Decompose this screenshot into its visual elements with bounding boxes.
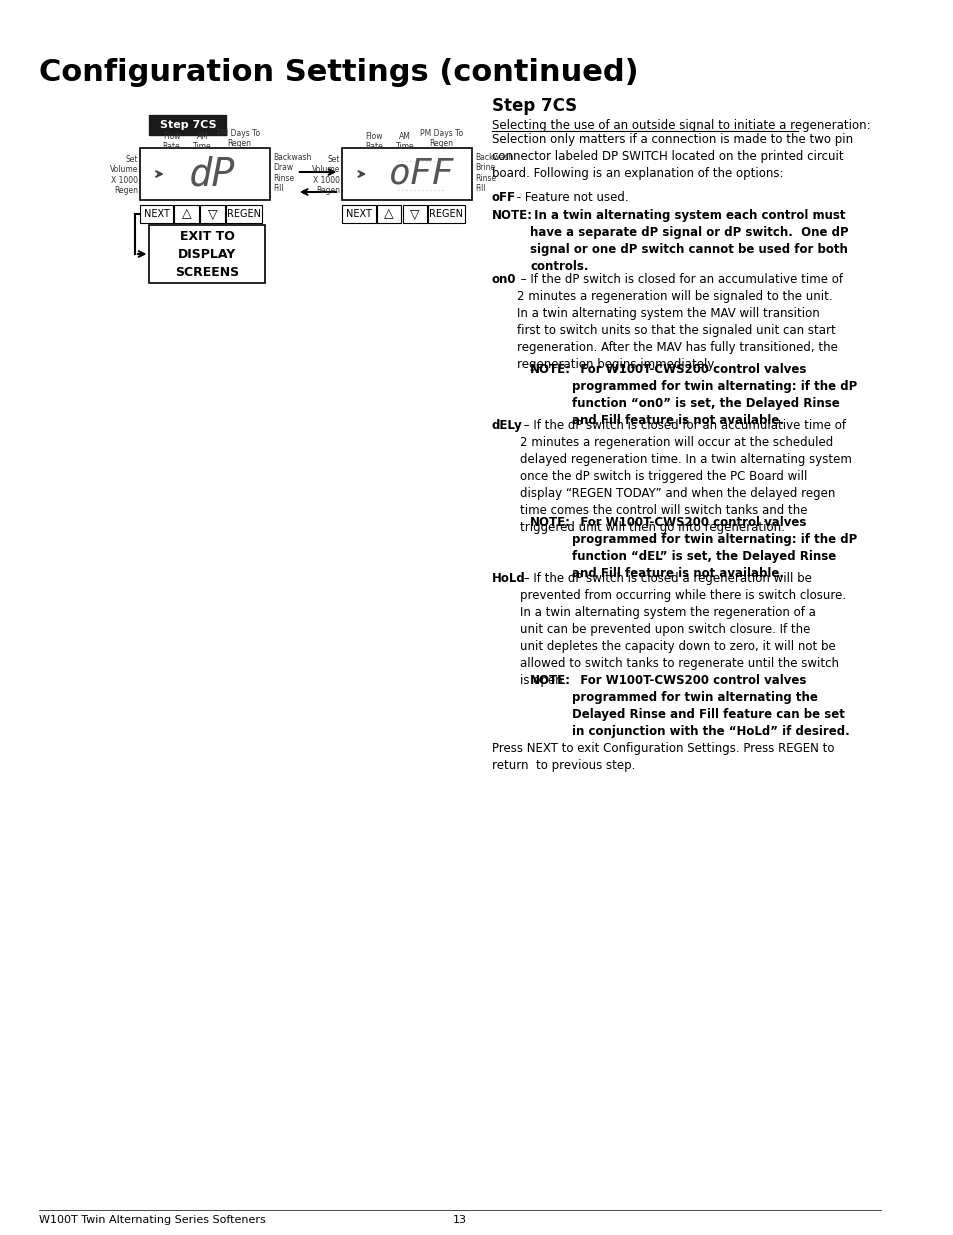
Text: HoLd: HoLd — [491, 572, 525, 585]
Text: – If the dP switch is closed a regeneration will be
prevented from occurring whi: – If the dP switch is closed a regenerat… — [520, 572, 845, 687]
FancyBboxPatch shape — [376, 205, 400, 224]
Text: oFF: oFF — [388, 157, 454, 191]
Text: dELy: dELy — [491, 419, 521, 432]
Text: PM Days To
Regen: PM Days To Regen — [419, 128, 462, 148]
Text: For W100T-CWS200 control valves
programmed for twin alternating: if the dP
funct: For W100T-CWS200 control valves programm… — [571, 363, 856, 427]
FancyBboxPatch shape — [225, 205, 262, 224]
Text: Flow
Rate: Flow Rate — [365, 132, 382, 152]
Text: Set
Volume
X 1000
Regen: Set Volume X 1000 Regen — [312, 156, 340, 195]
Text: - Feature not used.: - Feature not used. — [512, 191, 628, 204]
Text: NOTE:: NOTE: — [530, 516, 571, 529]
Text: Configuration Settings (continued): Configuration Settings (continued) — [38, 58, 638, 86]
Text: NEXT: NEXT — [346, 209, 372, 219]
Text: ▽: ▽ — [208, 207, 217, 221]
Text: , , , , , , , , , , , ,: , , , , , , , , , , , , — [397, 186, 444, 191]
FancyBboxPatch shape — [150, 225, 265, 283]
Text: NOTE:: NOTE: — [530, 363, 571, 375]
Text: , , , , , , , , , , , ,: , , , , , , , , , , , , — [397, 158, 444, 163]
Text: Set
Volume
X 1000
Regen: Set Volume X 1000 Regen — [110, 156, 137, 195]
FancyBboxPatch shape — [150, 115, 226, 135]
Text: Step 7CS: Step 7CS — [159, 120, 216, 130]
Text: Selection only matters if a connection is made to the two pin
connector labeled : Selection only matters if a connection i… — [491, 133, 852, 180]
FancyBboxPatch shape — [139, 205, 173, 224]
Text: oFF: oFF — [491, 191, 515, 204]
Text: dP: dP — [189, 156, 235, 193]
FancyBboxPatch shape — [139, 148, 270, 200]
Text: ▽: ▽ — [410, 207, 419, 221]
Text: AM
Time: AM Time — [395, 132, 414, 152]
Text: For W100T-CWS200 control valves
programmed for twin alternating: if the dP
funct: For W100T-CWS200 control valves programm… — [571, 516, 856, 580]
Text: △: △ — [384, 207, 394, 221]
Text: △: △ — [181, 207, 192, 221]
Text: EXIT TO
DISPLAY
SCREENS: EXIT TO DISPLAY SCREENS — [175, 230, 239, 279]
FancyBboxPatch shape — [342, 148, 472, 200]
Text: Backwash
Draw
Rinse
Fill: Backwash Draw Rinse Fill — [273, 153, 311, 193]
FancyBboxPatch shape — [402, 205, 427, 224]
Text: W100T Twin Alternating Series Softeners: W100T Twin Alternating Series Softeners — [38, 1215, 265, 1225]
Text: AM
Time: AM Time — [193, 132, 212, 152]
Text: 13: 13 — [453, 1215, 466, 1225]
Text: Flow
Rate: Flow Rate — [163, 132, 180, 152]
Text: NEXT: NEXT — [144, 209, 170, 219]
Text: – If the dP switch is closed for an accumulative time of
2 minutes a regeneratio: – If the dP switch is closed for an accu… — [517, 273, 841, 370]
Text: For W100T-CWS200 control valves
programmed for twin alternating the
Delayed Rins: For W100T-CWS200 control valves programm… — [571, 674, 848, 739]
Text: PM Days To
Regen: PM Days To Regen — [217, 128, 260, 148]
FancyBboxPatch shape — [200, 205, 224, 224]
Text: NOTE:: NOTE: — [530, 674, 571, 687]
FancyBboxPatch shape — [174, 205, 198, 224]
Text: REGEN: REGEN — [429, 209, 463, 219]
FancyBboxPatch shape — [428, 205, 464, 224]
FancyBboxPatch shape — [342, 205, 375, 224]
Text: REGEN: REGEN — [227, 209, 260, 219]
Text: Step 7CS: Step 7CS — [491, 98, 576, 115]
Text: Backwash
Brine
Rinse
Fill: Backwash Brine Rinse Fill — [475, 153, 513, 193]
Text: Selecting the use of an outside signal to initiate a regeneration:: Selecting the use of an outside signal t… — [491, 119, 869, 132]
Text: on0: on0 — [491, 273, 516, 287]
Text: NOTE:: NOTE: — [491, 209, 532, 222]
Text: In a twin alternating system each control must
have a separate dP signal or dP s: In a twin alternating system each contro… — [530, 209, 848, 273]
Text: – If the dP switch is closed for an accumulative time of
2 minutes a regeneratio: – If the dP switch is closed for an accu… — [520, 419, 851, 534]
Text: Press NEXT to exit Configuration Settings. Press REGEN to
return  to previous st: Press NEXT to exit Configuration Setting… — [491, 742, 833, 772]
